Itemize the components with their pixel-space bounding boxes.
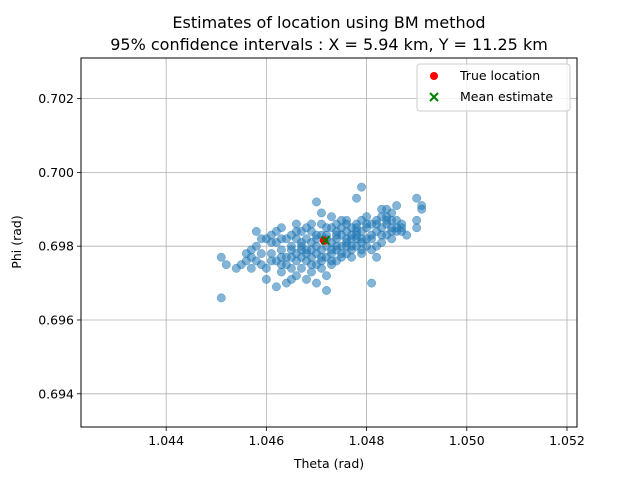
y-tick-label: 0.702	[38, 91, 74, 106]
estimate-point	[261, 274, 271, 284]
estimate-point	[317, 208, 326, 218]
x-tick-label: 1.052	[549, 433, 585, 448]
legend: True location Mean estimate	[416, 63, 571, 112]
y-tick-label: 0.700	[38, 165, 74, 180]
estimate-point	[281, 252, 291, 262]
y-tick-label: 0.694	[38, 386, 74, 401]
estimate-point	[251, 226, 261, 236]
estimate-point	[367, 234, 377, 244]
estimate-point	[327, 256, 336, 266]
estimate-point	[357, 182, 367, 192]
y-tick-label: 0.698	[38, 239, 74, 254]
estimate-point	[302, 249, 311, 259]
estimate-point	[342, 234, 351, 244]
x-tick-label: 1.048	[349, 433, 385, 448]
legend-mean-estimate-marker	[429, 92, 439, 102]
legend-mean-estimate-label: Mean estimate	[460, 89, 553, 104]
x-tick-label: 1.046	[248, 433, 284, 448]
estimate-point	[216, 293, 226, 303]
estimate-point	[382, 215, 392, 225]
estimate-point	[312, 278, 321, 288]
estimate-point	[312, 241, 321, 251]
estimate-point	[271, 282, 281, 292]
estimate-point	[392, 201, 402, 211]
estimate-point	[387, 226, 397, 236]
estimate-point	[246, 263, 256, 273]
estimate-point	[271, 238, 281, 247]
estimate-point	[266, 230, 276, 240]
estimate-point	[402, 230, 412, 240]
estimate-point	[382, 204, 392, 214]
x-axis-label: Theta (rad)	[293, 456, 364, 471]
estimate-point	[412, 223, 422, 233]
estimate-point	[417, 204, 427, 214]
estimate-point	[397, 223, 407, 233]
axis-ticks: 1.044 1.046 1.048 1.050 1.052 0.694 0.696 0.698…	[38, 91, 585, 448]
x-tick-label: 1.050	[449, 433, 485, 448]
estimate-point	[286, 230, 296, 240]
estimate-point	[347, 241, 356, 251]
estimate-point	[327, 212, 336, 222]
estimate-point	[286, 263, 296, 273]
estimate-point	[332, 226, 341, 236]
mean-estimate-point	[320, 235, 331, 245]
estimate-point	[291, 256, 301, 266]
estimate-point	[367, 278, 377, 288]
legend-true-location-marker	[430, 72, 438, 80]
estimate-point	[352, 226, 362, 236]
y-axis-label: Phi (rad)	[9, 215, 24, 268]
estimate-point	[372, 219, 382, 229]
estimate-point	[322, 223, 331, 233]
estimate-point	[342, 219, 351, 229]
estimate-point	[357, 234, 367, 244]
x-tick-label: 1.044	[148, 433, 184, 448]
estimate-point	[367, 245, 377, 255]
estimate-point	[332, 241, 341, 251]
estimate-point	[307, 260, 316, 270]
estimate-point	[357, 249, 367, 259]
estimate-point	[347, 252, 356, 262]
chart-title: Estimates of location using BM method	[172, 13, 485, 32]
data-points	[216, 182, 427, 303]
estimate-point	[291, 271, 301, 281]
estimate-point	[377, 230, 387, 240]
estimate-point	[312, 230, 321, 240]
estimate-point	[261, 263, 271, 273]
estimate-point	[266, 256, 276, 266]
estimate-point	[256, 249, 266, 259]
estimate-point	[372, 252, 382, 262]
estimate-point	[322, 271, 331, 281]
estimate-point	[317, 252, 326, 262]
legend-box	[416, 63, 571, 112]
legend-true-location-label: True location	[459, 68, 540, 83]
plot-area-frame	[80, 57, 578, 428]
estimate-point	[296, 263, 306, 273]
y-tick-label: 0.696	[38, 312, 74, 327]
estimate-point	[317, 263, 326, 273]
estimate-point	[216, 252, 226, 262]
estimate-point	[352, 193, 362, 203]
estimate-point	[221, 260, 231, 270]
chart-subtitle: 95% confidence intervals : X = 5.94 km, …	[110, 35, 548, 54]
estimate-point	[246, 252, 256, 262]
estimate-point	[312, 197, 321, 207]
estimate-point	[307, 219, 316, 229]
estimate-point	[322, 286, 331, 295]
estimate-point	[276, 223, 286, 233]
estimate-point	[276, 260, 286, 270]
estimate-point	[286, 245, 296, 255]
estimate-point	[337, 249, 346, 259]
estimate-point	[412, 193, 422, 203]
estimate-point	[251, 241, 261, 251]
estimate-point	[362, 219, 372, 229]
estimate-point	[302, 274, 311, 284]
